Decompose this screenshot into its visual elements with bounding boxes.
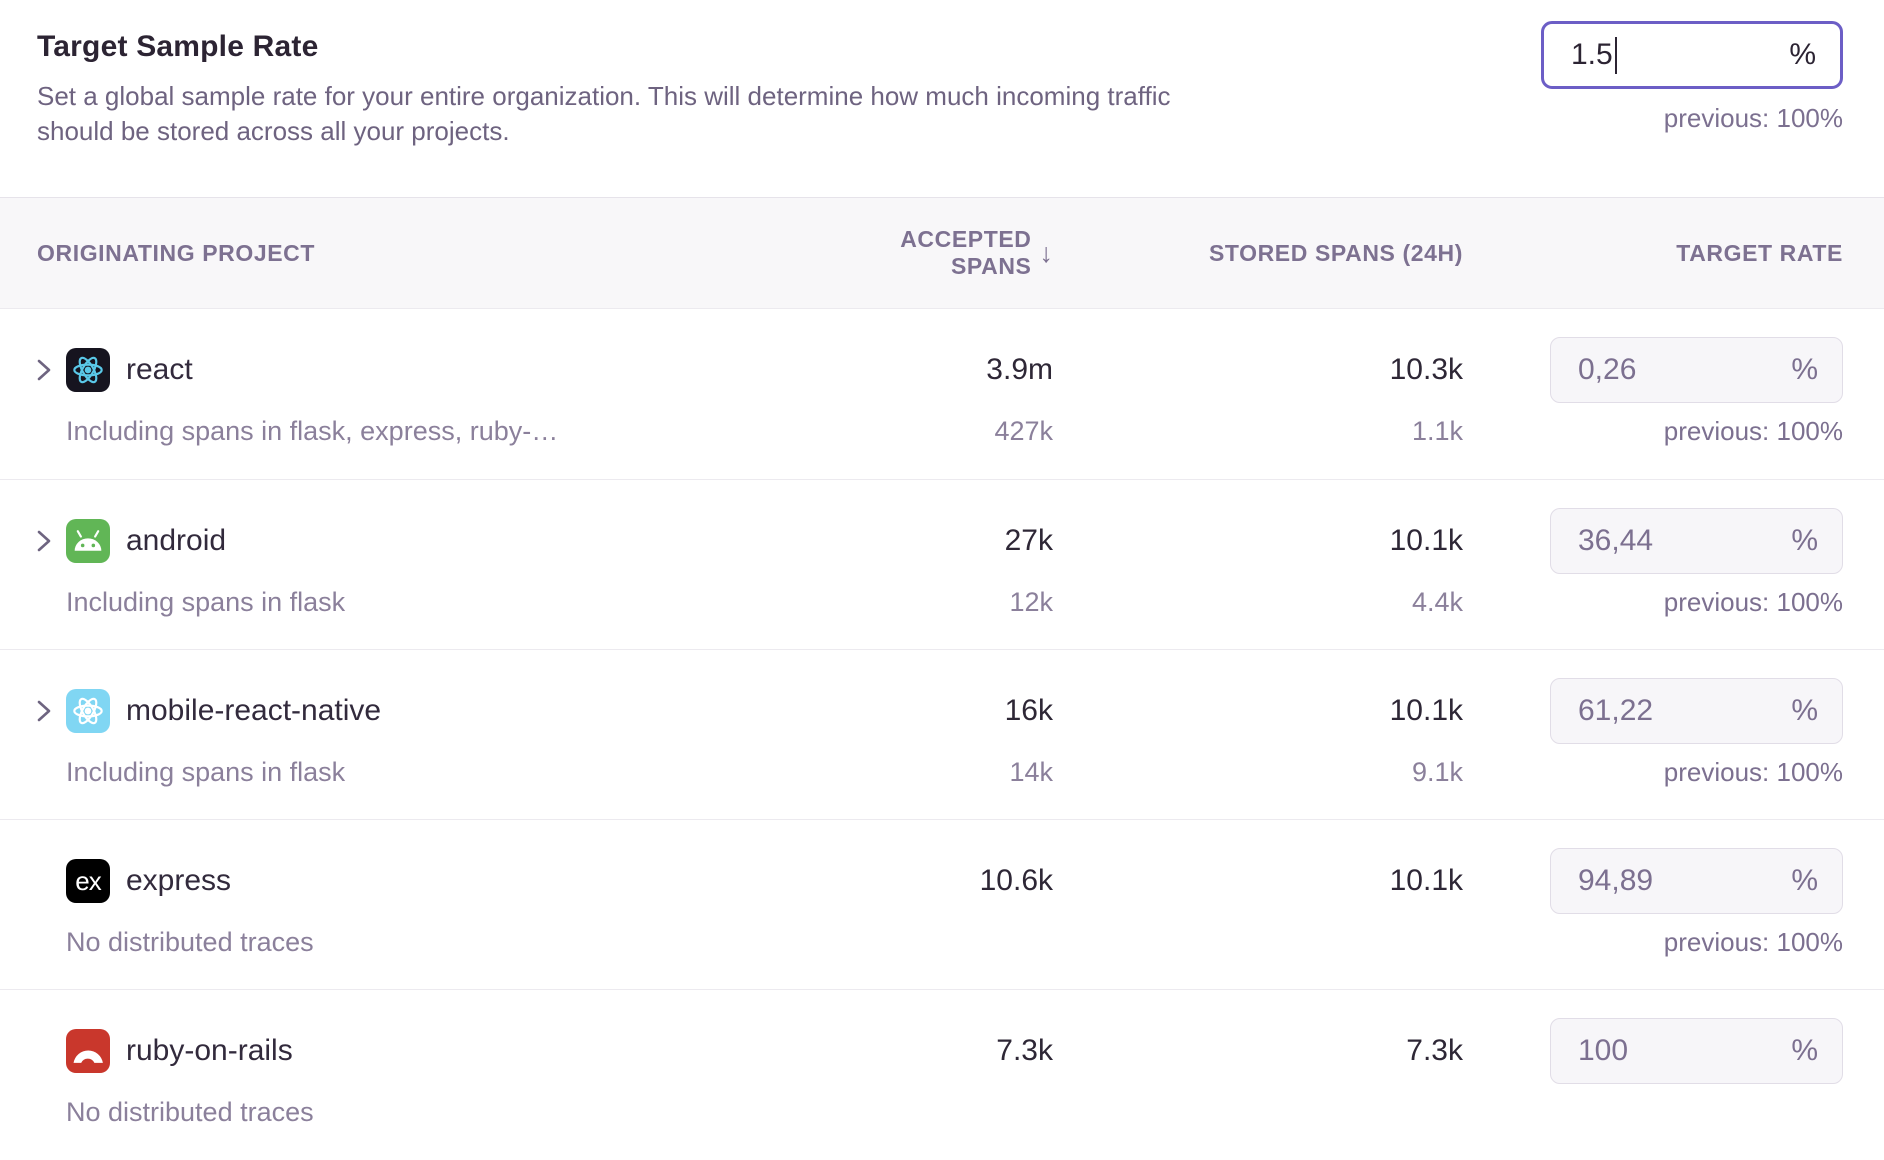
table-header: ORIGINATING PROJECT ACCEPTED SPANS ↓ STO… <box>0 197 1884 309</box>
percent-suffix: % <box>1791 694 1818 727</box>
stored-spans-value: 10.1k <box>1389 524 1463 557</box>
project-name: mobile-react-native <box>126 694 382 727</box>
project-rate-input[interactable]: 36,44 % <box>1550 508 1843 574</box>
previous-rate-label: previous: 100% <box>1663 927 1843 957</box>
expand-chevron-icon[interactable] <box>37 358 59 382</box>
accepted-spans-value: 10.6k <box>979 864 1053 897</box>
expand-chevron-icon[interactable] <box>37 529 59 553</box>
stored-spans-subvalue: 9.1k <box>1411 757 1463 787</box>
global-sample-rate-value: 1.5 <box>1571 38 1613 71</box>
column-header-target-rate[interactable]: TARGET RATE <box>1676 239 1843 266</box>
percent-suffix: % <box>1789 38 1816 71</box>
react-native-icon <box>66 689 110 733</box>
percent-suffix: % <box>1791 353 1818 386</box>
project-rate-input[interactable]: 61,22 % <box>1550 678 1843 744</box>
project-rate-input[interactable]: 100 % <box>1550 1018 1843 1084</box>
project-subtitle: Including spans in flask, express, ruby-… <box>66 416 559 446</box>
project-rate-input[interactable]: 94,89 % <box>1550 848 1843 914</box>
previous-rate-label: previous: 100% <box>1663 757 1843 787</box>
project-subtitle: Including spans in flask <box>66 587 346 617</box>
stored-spans-subvalue: 1.1k <box>1411 416 1463 446</box>
table-row-express: ex express No distributed traces 10.6k 1… <box>0 819 1884 989</box>
project-name: ruby-on-rails <box>126 1034 293 1067</box>
target-sample-rate-section: Target Sample Rate Set a global sample r… <box>0 0 1884 197</box>
page-title: Target Sample Rate <box>37 30 319 63</box>
table-row-android: android Including spans in flask 27k 12k… <box>0 479 1884 649</box>
project-name: android <box>126 524 227 557</box>
stored-spans-subvalue: 4.4k <box>1411 587 1463 617</box>
project-subtitle: Including spans in flask <box>66 757 346 787</box>
stored-spans-value: 10.3k <box>1389 353 1463 386</box>
accepted-spans-subvalue: 14k <box>1009 757 1053 787</box>
accepted-spans-value: 3.9m <box>986 353 1053 386</box>
express-icon: ex <box>66 859 110 903</box>
column-header-originating-project: ORIGINATING PROJECT <box>37 239 316 266</box>
accepted-spans-value: 16k <box>1004 694 1053 727</box>
table-row-ruby-on-rails: ruby-on-rails No distributed traces 7.3k… <box>0 989 1884 1159</box>
accepted-spans-subvalue: 12k <box>1009 587 1053 617</box>
previous-rate-label: previous: 100% <box>1663 587 1843 617</box>
project-rate-input[interactable]: 0,26 % <box>1550 337 1843 403</box>
project-subtitle: No distributed traces <box>66 927 314 957</box>
react-icon <box>66 348 110 392</box>
android-icon <box>66 519 110 563</box>
accepted-spans-value: 7.3k <box>996 1034 1053 1067</box>
global-sample-rate-input[interactable]: 1.5 % <box>1541 21 1843 89</box>
percent-suffix: % <box>1791 864 1818 897</box>
accepted-spans-subvalue: 427k <box>994 416 1053 446</box>
table-row-mobile-react-native: mobile-react-native Including spans in f… <box>0 649 1884 819</box>
percent-suffix: % <box>1791 524 1818 557</box>
project-name: react <box>126 353 193 386</box>
stored-spans-value: 10.1k <box>1389 864 1463 897</box>
expand-chevron-icon[interactable] <box>37 699 59 723</box>
text-caret <box>1614 36 1617 74</box>
percent-suffix: % <box>1791 1034 1818 1067</box>
previous-rate-label: previous: 100% <box>1663 103 1843 133</box>
page-description: Set a global sample rate for your entire… <box>37 81 1171 146</box>
accepted-spans-value: 27k <box>1004 524 1053 557</box>
table-row-react: react Including spans in flask, express,… <box>0 309 1884 479</box>
stored-spans-value: 10.1k <box>1389 694 1463 727</box>
project-subtitle: No distributed traces <box>66 1097 314 1127</box>
stored-spans-value: 7.3k <box>1406 1034 1463 1067</box>
column-header-accepted-spans[interactable]: ACCEPTED SPANS ↓ <box>900 226 1054 279</box>
sort-desc-icon: ↓ <box>1039 237 1054 268</box>
project-name: express <box>126 864 232 897</box>
rails-icon <box>66 1029 110 1073</box>
previous-rate-label: previous: 100% <box>1663 416 1843 446</box>
column-header-stored-spans[interactable]: STORED SPANS (24H) <box>1208 239 1463 266</box>
